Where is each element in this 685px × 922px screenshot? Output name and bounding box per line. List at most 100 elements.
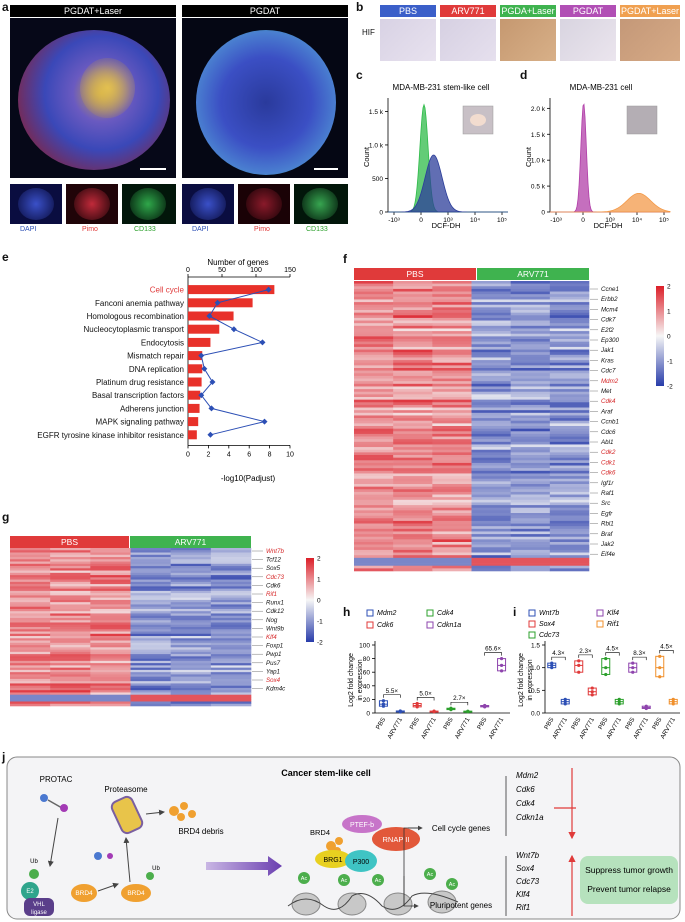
heat-cell xyxy=(210,568,252,571)
heat-cell xyxy=(549,410,590,414)
heat-cell xyxy=(549,539,590,543)
heat-cell xyxy=(130,703,171,707)
heat-cell xyxy=(210,685,252,689)
bar xyxy=(188,417,199,427)
heat-cell xyxy=(130,647,171,650)
heat-cell xyxy=(432,336,472,340)
heat-cell xyxy=(90,597,131,601)
heat-cell xyxy=(210,687,252,691)
heat-cell xyxy=(393,426,433,429)
heat-cell xyxy=(354,397,394,400)
heat-cell xyxy=(10,654,51,657)
heat-cell xyxy=(510,431,551,435)
cell-inset xyxy=(626,105,658,135)
heat-cell xyxy=(510,447,551,451)
heat-cell xyxy=(170,608,212,612)
colorbar-label: 2 xyxy=(317,556,321,563)
heat-cell xyxy=(354,528,394,532)
q-point xyxy=(590,686,594,690)
heat-cell xyxy=(510,420,551,424)
heat-cell xyxy=(170,685,212,689)
heat-cell xyxy=(549,341,590,345)
heat-cell xyxy=(549,565,590,569)
heat-cell xyxy=(130,597,171,601)
heat-cell xyxy=(393,317,433,321)
heat-cell xyxy=(510,368,551,371)
heat-cell xyxy=(90,663,131,666)
heat-cell xyxy=(170,599,212,603)
heat-cell xyxy=(393,415,433,419)
heat-cell xyxy=(354,539,394,543)
heat-cell xyxy=(10,649,51,653)
heat-cell xyxy=(393,383,433,387)
heat-cell xyxy=(510,296,551,300)
heat-cell xyxy=(432,370,472,374)
q-xtick-label: PBS xyxy=(597,717,609,731)
heat-cell xyxy=(549,310,590,313)
heat-cell xyxy=(510,333,551,337)
gene-label: Jak1 xyxy=(600,347,614,354)
heat-cell xyxy=(170,690,212,693)
heat-cell xyxy=(393,368,433,371)
q-point xyxy=(604,666,608,670)
heat-cell xyxy=(10,699,51,702)
heat-cell xyxy=(432,491,472,495)
hist-xtick-label: -10³ xyxy=(388,217,400,224)
heat-cell xyxy=(130,665,171,668)
hist-ytick-label: 0 xyxy=(541,210,545,217)
heat-cell xyxy=(549,510,590,514)
heat-cell xyxy=(170,692,212,696)
heat-cell xyxy=(549,491,590,495)
heat-cell xyxy=(393,418,433,422)
heat-cell xyxy=(90,606,131,610)
heat-cell xyxy=(90,563,131,567)
heat-cell xyxy=(432,431,472,435)
heat-cell xyxy=(549,555,590,559)
heat-cell xyxy=(130,548,171,551)
heat-cell xyxy=(354,312,394,316)
heat-cell xyxy=(10,572,51,576)
legend-swatch xyxy=(366,609,374,617)
heat-cell xyxy=(510,354,551,358)
heat-cell xyxy=(471,436,511,440)
heat-cell xyxy=(393,315,433,319)
q-point xyxy=(432,709,436,713)
gene-label: Jak2 xyxy=(600,541,615,548)
heat-cell xyxy=(471,513,511,516)
heat-cell xyxy=(50,548,91,551)
heat-cell xyxy=(393,523,433,527)
heat-cell xyxy=(510,547,551,551)
heat-cell xyxy=(510,378,551,382)
heat-cell xyxy=(549,360,590,364)
heat-cell xyxy=(471,307,511,311)
q-point xyxy=(415,701,419,706)
gene-label: Met xyxy=(601,388,612,395)
heat-cell xyxy=(90,647,131,650)
gene-label: Yap1 xyxy=(266,668,280,675)
q-ytick-label: 20 xyxy=(363,697,371,704)
p300-label: P300 xyxy=(353,859,369,866)
heat-cell xyxy=(393,381,433,385)
heat-cell xyxy=(354,418,394,422)
hist-ytick-label: 0.5 k xyxy=(531,184,546,191)
heat-cell xyxy=(549,286,590,290)
panel-b-strip: PBS ARV771 PGDA+Laser PGDAT PGDAT+Laser xyxy=(380,5,680,65)
heat-cell xyxy=(471,497,511,501)
heat-cell xyxy=(471,552,511,556)
heat-cell xyxy=(432,331,472,335)
heat-cell xyxy=(510,494,551,498)
heat-cell xyxy=(90,674,131,677)
heat-cell xyxy=(90,696,131,700)
heat-cell xyxy=(354,565,394,569)
heat-cell xyxy=(393,518,433,522)
heat-cell xyxy=(210,579,252,583)
heat-cell xyxy=(510,341,551,345)
q-bracket xyxy=(383,694,401,698)
heat-cell xyxy=(90,642,131,646)
heat-cell xyxy=(10,588,51,592)
colorbar-label: -1 xyxy=(667,359,673,366)
gene-label: Cdk6 xyxy=(601,470,616,477)
heat-cell xyxy=(549,515,590,519)
heat-cell xyxy=(471,447,511,451)
